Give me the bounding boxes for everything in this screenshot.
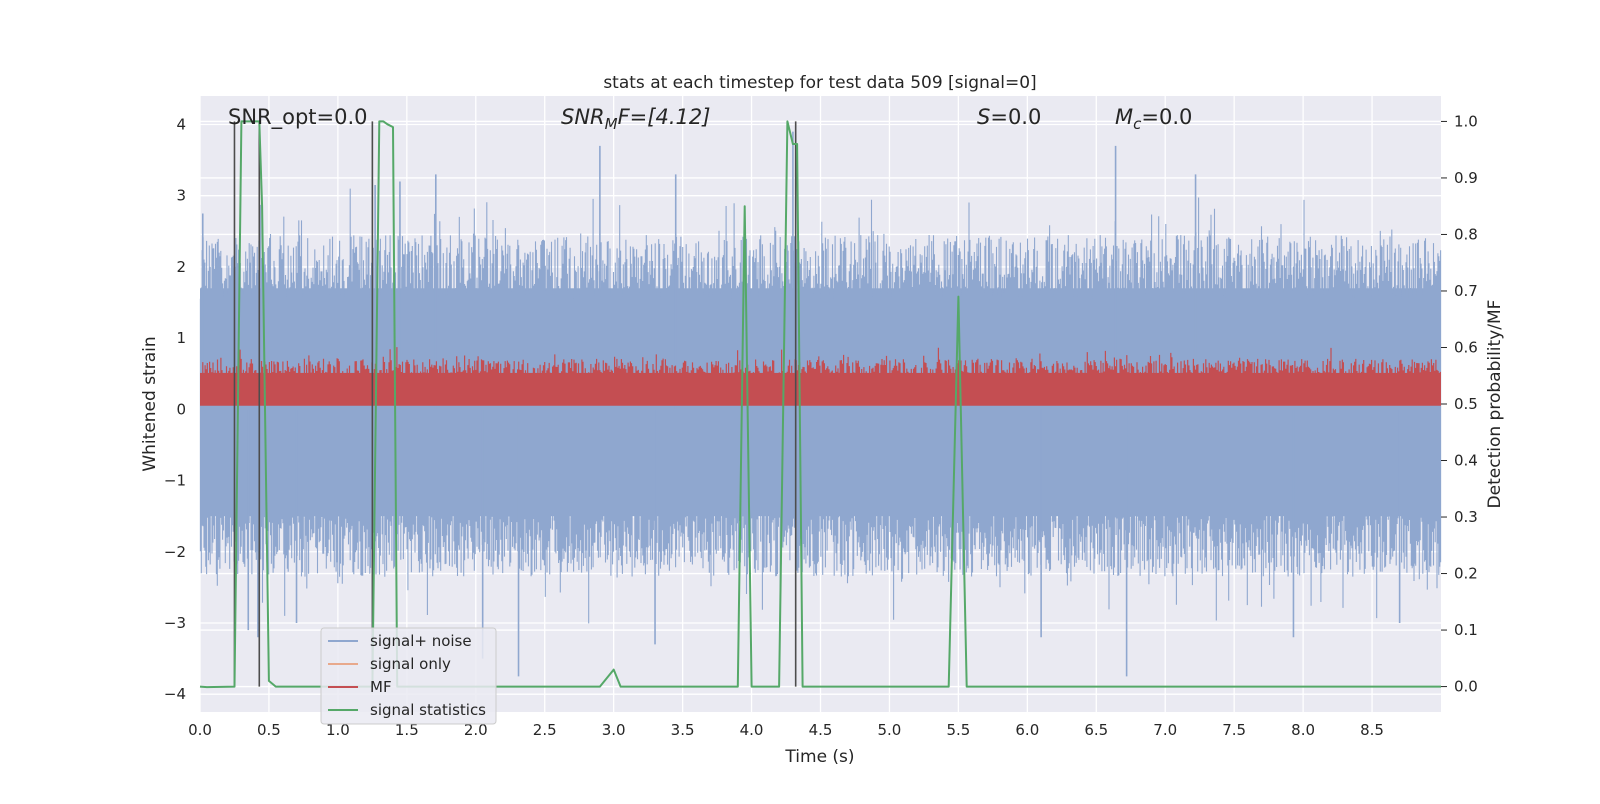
x-tick-label: 8.5 (1360, 721, 1384, 739)
y-tick-label: 3 (176, 187, 186, 205)
annotation-snr-mf-sub: M (605, 115, 618, 133)
x-tick-label: 5.5 (946, 721, 970, 739)
x-tick-label: 3.5 (671, 721, 695, 739)
annotation-snr-mf: SNRMF=[4.12] (561, 105, 710, 133)
x-tick-label: 8.0 (1291, 721, 1315, 739)
legend-label-signal-statistics: signal statistics (370, 701, 486, 719)
y-axis-label: Whitened strain (140, 336, 160, 471)
legend-label-signal-noise: signal+ noise (370, 632, 472, 650)
y-right-tick-label: 0.1 (1454, 621, 1478, 639)
x-tick-label: 2.5 (533, 721, 557, 739)
x-tick-label: 0.0 (188, 721, 212, 739)
x-tick-label: 6.0 (1015, 721, 1039, 739)
x-tick-label: 7.0 (1153, 721, 1177, 739)
y-tick-label: −4 (164, 685, 186, 703)
y-tick-label: 1 (176, 329, 186, 347)
chart-title: stats at each timestep for test data 509… (603, 73, 1036, 93)
x-tick-label: 1.0 (326, 721, 350, 739)
x-tick-label: 0.5 (257, 721, 281, 739)
x-tick-label: 2.0 (464, 721, 488, 739)
annotation-s: S=0.0 (977, 105, 1041, 129)
y-axis-right-label: Detection probability/MF (1485, 300, 1505, 509)
y-tick-label: −1 (164, 472, 186, 490)
mf-trace (200, 347, 1441, 406)
signal-statistics-line (199, 120, 1441, 689)
y-right-tick-label: 0.3 (1454, 508, 1478, 526)
annotation-s-italic: S (977, 105, 990, 129)
y-right-tick-label: 0.2 (1454, 565, 1478, 583)
x-tick-label: 3.0 (602, 721, 626, 739)
y-right-tick-label: 1.0 (1454, 112, 1478, 130)
x-tick-label: 6.5 (1084, 721, 1108, 739)
annotation-snr-mf-rest: F=[4.12] (618, 105, 711, 129)
annotation-snr-mf-main: SNR (561, 105, 605, 129)
y-tick-label: 0 (176, 400, 186, 418)
x-tick-label: 1.5 (395, 721, 419, 739)
annotation-mc: Mc=0.0 (1115, 105, 1192, 133)
legend-box (320, 627, 497, 725)
x-axis-label: Time (s) (784, 747, 854, 767)
y-right-tick-label: 0.4 (1454, 452, 1478, 470)
tick-labels: 0.0 0.5 1.0 1.5 2.0 2.5 3.0 3.5 4.0 4.5 5.0 5.5 6.0 6… (164, 112, 1478, 739)
y-right-tick-label: 0.0 (1454, 678, 1478, 696)
annotation-mc-main: M (1115, 105, 1133, 129)
y-right-tick-label: 0.8 (1454, 225, 1478, 243)
y-right-tick-label: 0.9 (1454, 169, 1478, 187)
x-tick-label: 7.5 (1222, 721, 1246, 739)
y-right-tick-label: 0.7 (1454, 282, 1478, 300)
y-right-tick-label: 0.6 (1454, 338, 1478, 356)
legend-label-mf: MF (370, 678, 392, 696)
y-right-tick-label: 0.5 (1454, 395, 1478, 413)
mf-series (200, 347, 1441, 406)
annotation-s-rest: =0.0 (990, 105, 1041, 129)
y-tick-label: 4 (176, 115, 186, 133)
annotation-mc-sub: c (1133, 115, 1142, 133)
x-tick-label: 4.0 (740, 721, 764, 739)
x-tick-label: 4.5 (809, 721, 833, 739)
legend-label-signal-only: signal only (370, 655, 451, 673)
y-tick-label: −2 (164, 543, 186, 561)
signal-statistics-series (199, 120, 1441, 689)
x-tick-label: 5.0 (878, 721, 902, 739)
y-tick-label: −3 (164, 614, 186, 632)
legend: signal+ noise signal only MF signal stat… (320, 627, 497, 725)
vlines (233, 121, 797, 687)
y-tick-label: 2 (176, 258, 186, 276)
annotation-mc-rest: =0.0 (1141, 105, 1192, 129)
annotation-snr-opt: SNR_opt=0.0 (228, 105, 368, 130)
